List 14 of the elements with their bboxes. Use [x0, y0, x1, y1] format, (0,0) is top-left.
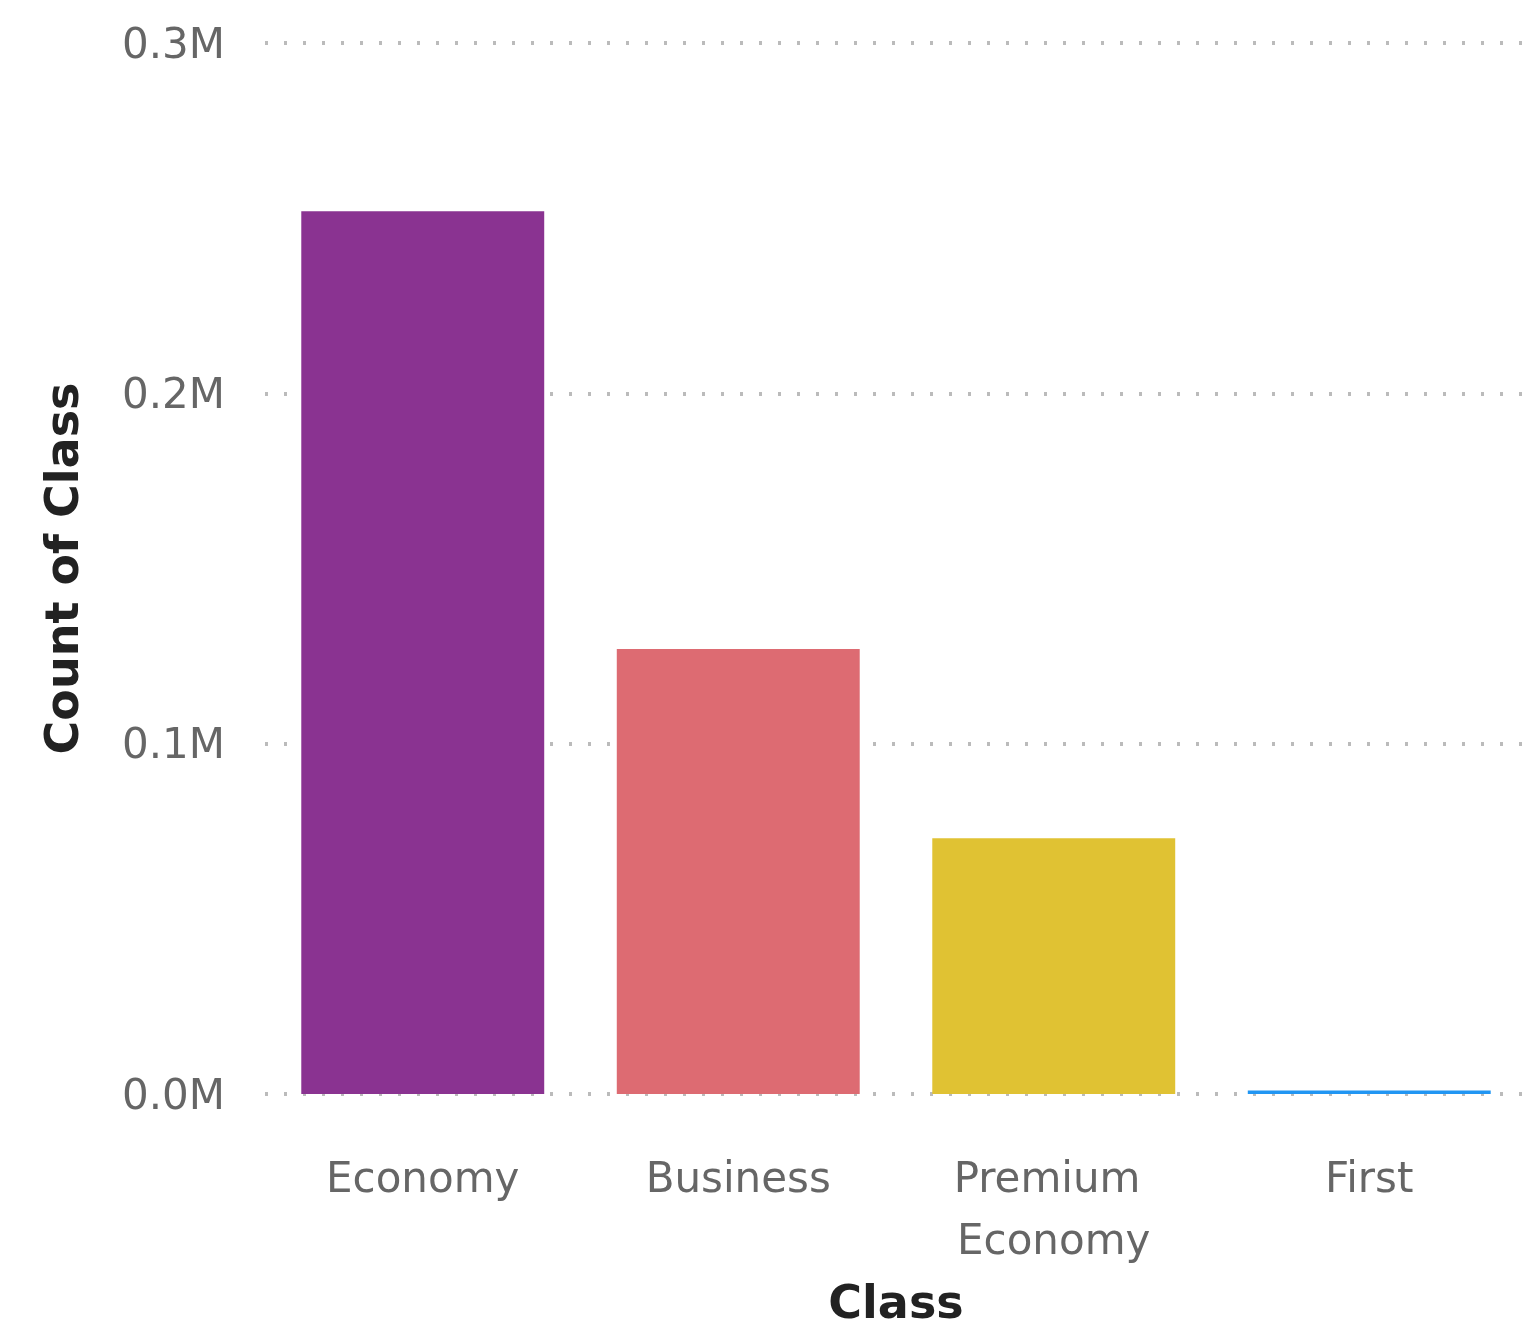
y-tick-label: 0.2M [121, 368, 225, 418]
y-tick-label: 0.3M [121, 18, 225, 68]
x-tick-label: Business [645, 1152, 831, 1202]
bar [932, 838, 1176, 1094]
y-tick-label: 0.0M [121, 1069, 225, 1119]
x-tick-label: Premium Economy [953, 1152, 1154, 1264]
bar [616, 649, 860, 1094]
x-tick-label: First [1325, 1152, 1414, 1202]
x-axis-title: Class [828, 1275, 964, 1329]
y-tick-label: 0.1M [121, 719, 225, 769]
y-axis-title: Count of Class [35, 382, 89, 755]
bar [301, 211, 545, 1094]
x-tick-label: Economy [326, 1152, 520, 1202]
bar [1247, 1090, 1491, 1094]
